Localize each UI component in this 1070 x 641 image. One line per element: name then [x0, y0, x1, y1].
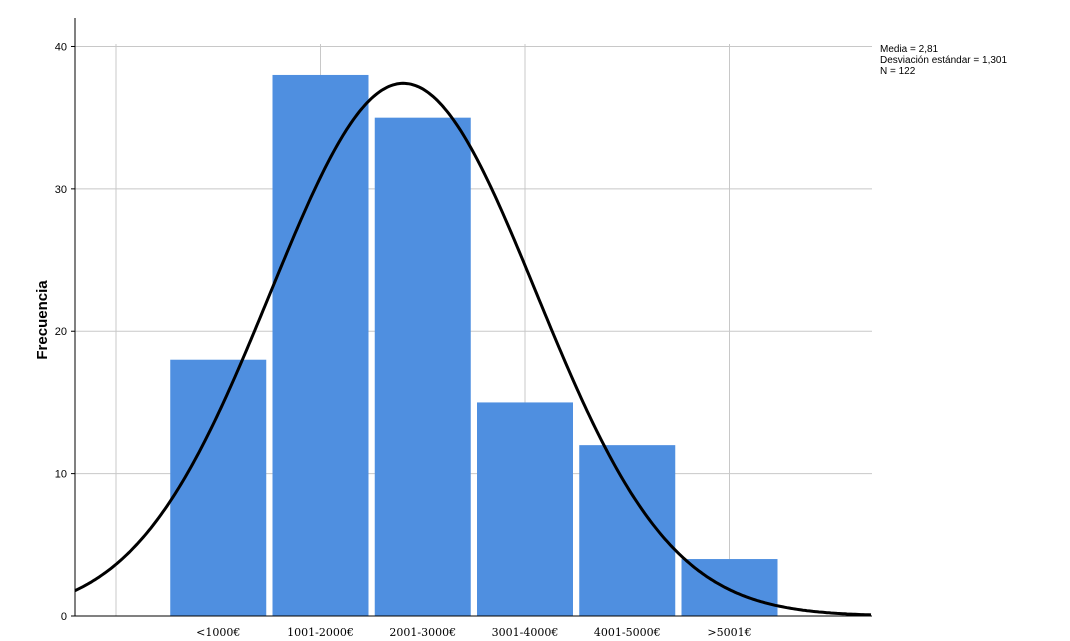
x-category-label: <1000€ [196, 626, 240, 639]
x-category-label: 4001-5000€ [594, 626, 661, 639]
bars-group [170, 74, 778, 617]
x-category-labels: <1000€ 1001-2000€ 2001-3000€ 3001-4000€ 4001… [196, 626, 751, 639]
x-category-label: >5001€ [707, 626, 751, 639]
axes-group [74, 18, 872, 617]
x-category-label: 1001-2000€ [287, 626, 354, 639]
stat-n: N = 122 [880, 66, 916, 77]
stat-std-dev: Desviación estándar = 1,301 [880, 55, 1007, 66]
y-tick-labels: 0 10 20 30 40 [55, 41, 75, 623]
bar-1 [170, 359, 267, 616]
bar-2 [272, 74, 369, 616]
y-tick-label: 10 [55, 469, 67, 481]
y-tick-label: 40 [55, 41, 67, 53]
bar-3 [374, 117, 471, 617]
bar-4 [477, 402, 573, 616]
bar-5 [579, 445, 676, 616]
x-category-label: 3001-4000€ [492, 626, 559, 639]
normal-curve [74, 81, 872, 617]
stat-mean: Media = 2,81 [880, 44, 939, 55]
y-tick-label: 30 [55, 184, 67, 196]
y-axis-label: Frecuencia [34, 280, 51, 360]
x-category-label: 2001-3000€ [389, 626, 456, 639]
y-tick-label: 0 [61, 611, 67, 623]
y-tick-label: 20 [55, 326, 67, 338]
